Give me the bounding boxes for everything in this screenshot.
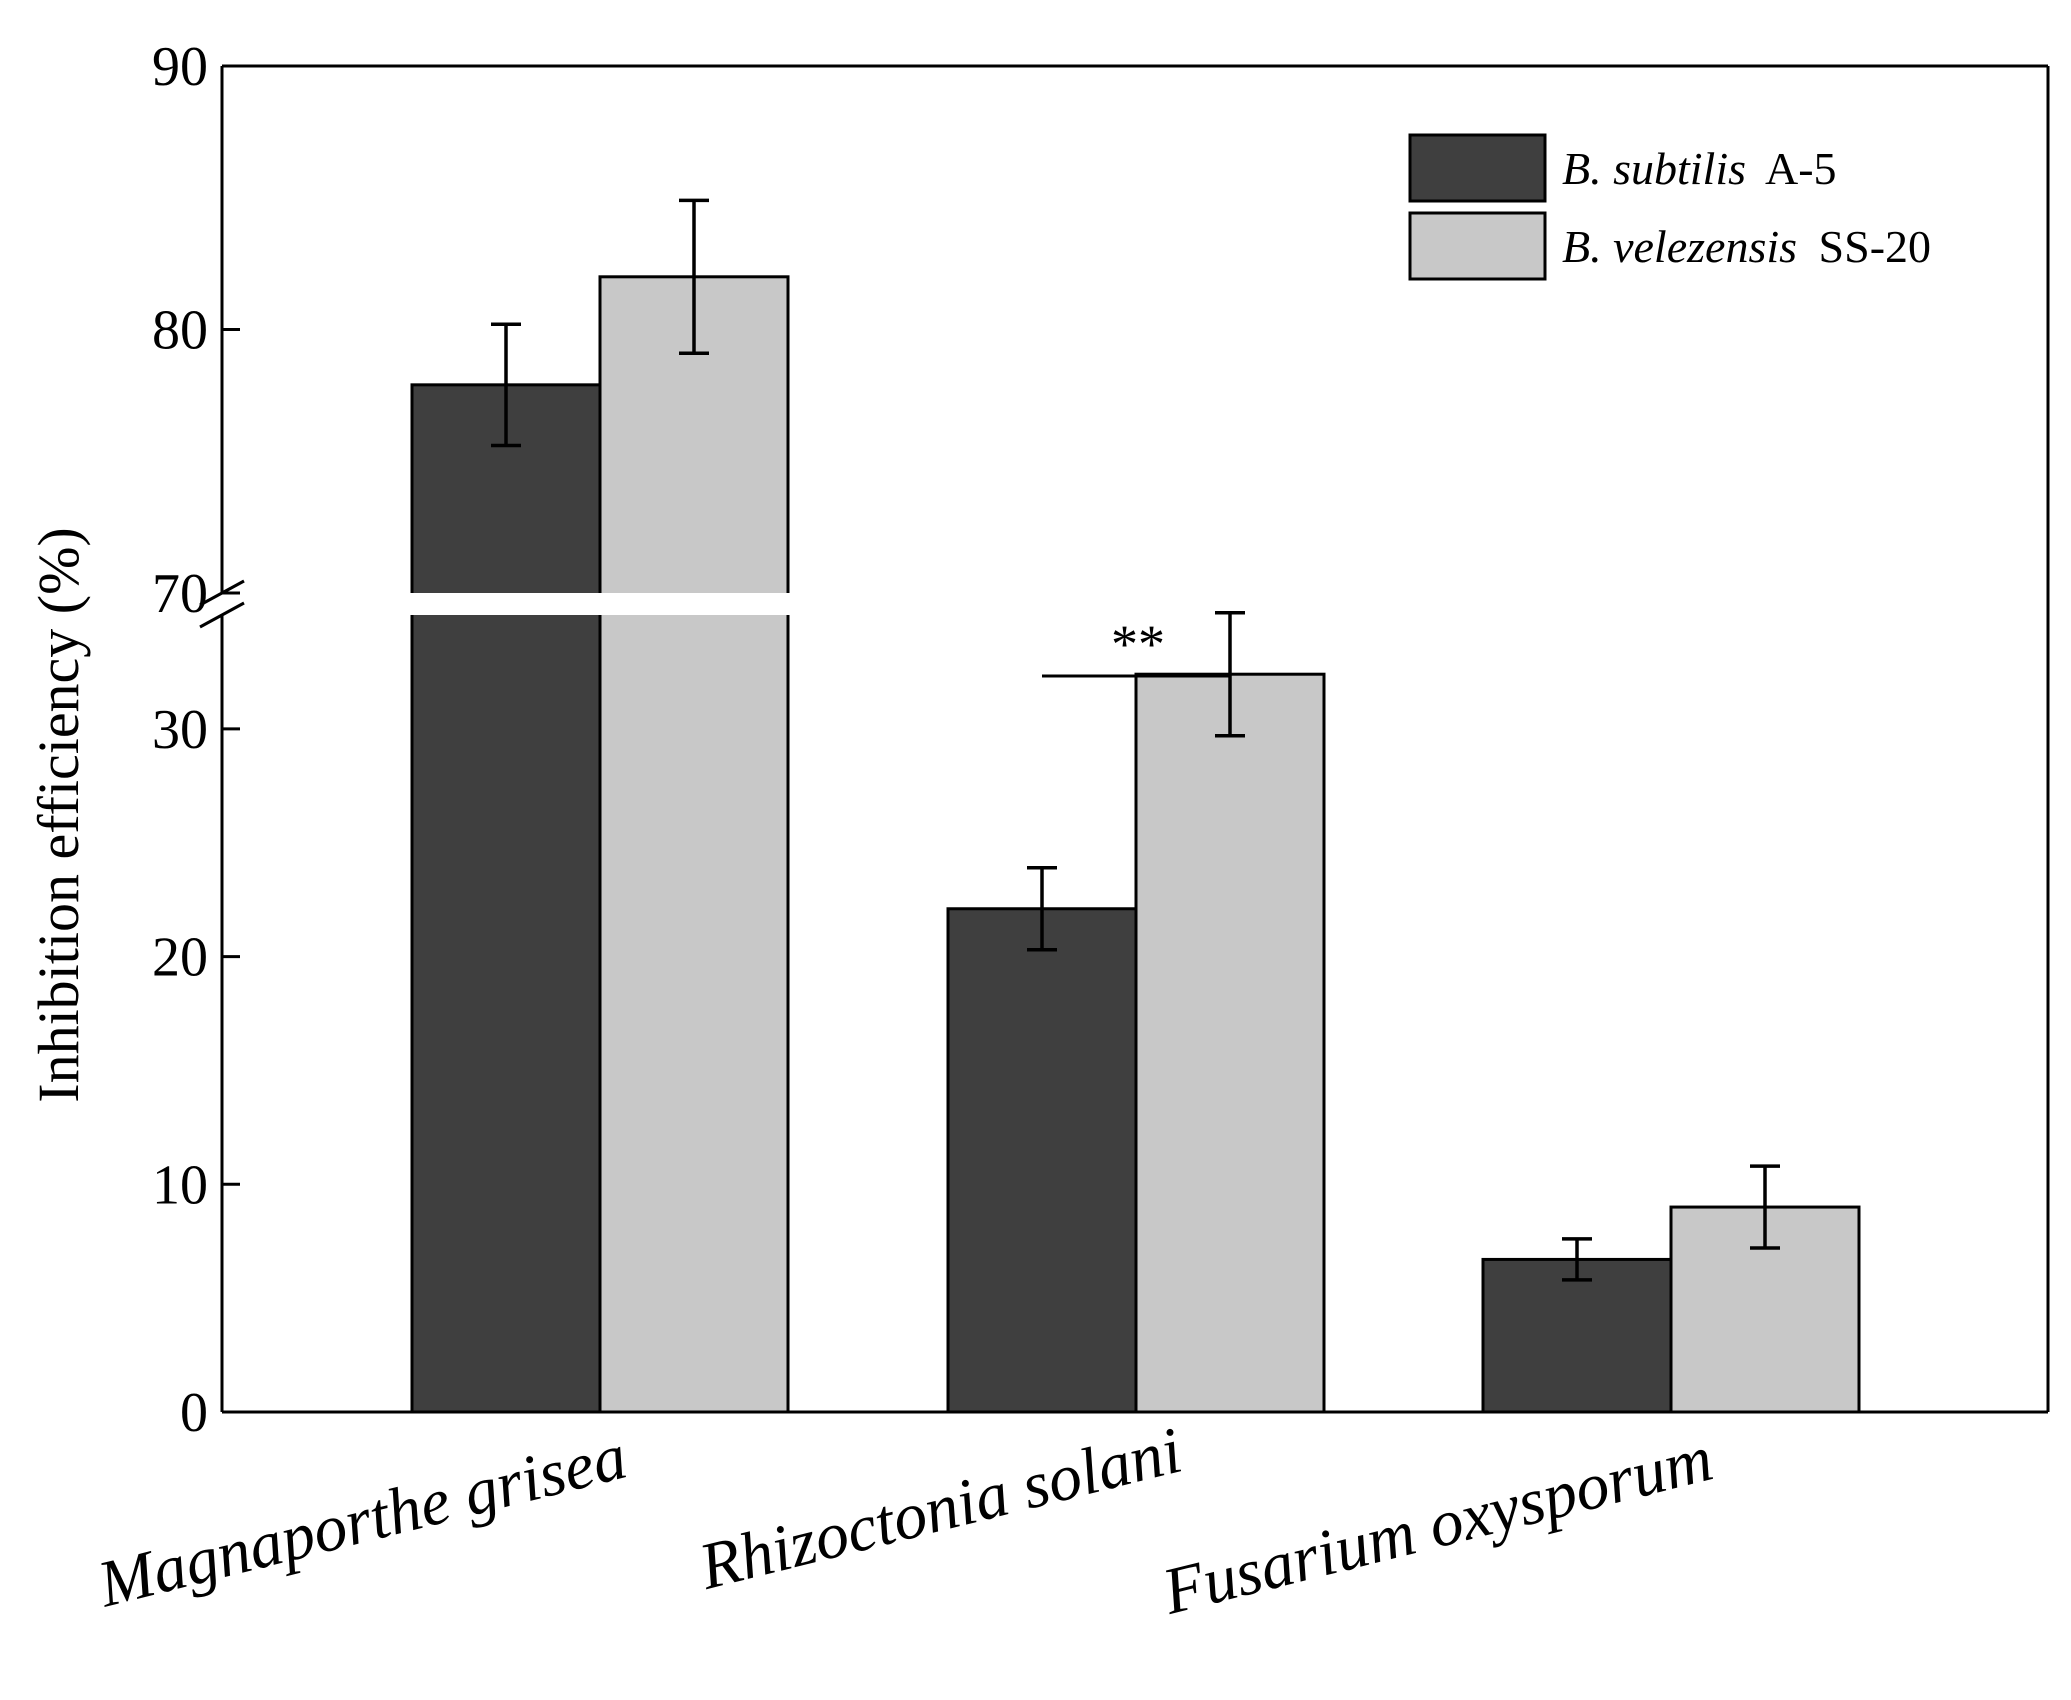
error-bar-b-velezensis-rhizoctonia-solani: [1215, 610, 1245, 738]
axes-layer: [199, 64, 2050, 1414]
error-bar-b-subtilis-rhizoctonia-solani: [1027, 866, 1057, 952]
error-bar-b-velezensis-fusarium-oxysporum: [1750, 1164, 1780, 1250]
bar-b-velezensis-rhizoctonia-solani: [1134, 672, 1326, 1414]
y-tick-label-10: 10: [152, 1154, 208, 1216]
significance-label-rhizoctonia-solani: **: [1111, 614, 1165, 674]
legend: B. subtilis A-5 B. velezensis SS-20: [1408, 133, 1931, 281]
legend-swatch-b-subtilis: [1408, 133, 1547, 203]
x-category-label-fusarium-oxysporum: Fusarium oxysporum: [1155, 1422, 1720, 1629]
legend-label-b-velezensis: B. velezensis SS-20: [1562, 221, 1931, 272]
x-category-label-magnaporthe-grisea: Magnaporthe grisea: [90, 1420, 633, 1622]
error-bar-b-velezensis-magnaporthe-grisea: [679, 198, 709, 355]
y-tick-label-20: 20: [152, 927, 208, 989]
bar-b-subtilis-rhizoctonia-solani: [946, 907, 1138, 1414]
error-bar-b-subtilis-magnaporthe-grisea: [491, 322, 521, 448]
legend-swatch-b-velezensis: [1408, 211, 1547, 281]
x-category-label-rhizoctonia-solani: Rhizoctonia solani: [691, 1414, 1188, 1604]
y-tick-label-90: 90: [152, 36, 208, 98]
bar-b-subtilis-magnaporthe-grisea: [410, 383, 602, 1414]
y-tick-label-70: 70: [152, 563, 208, 625]
y-axis-title: Inhibition efficiency (%): [26, 527, 91, 1103]
y-tick-label-80: 80: [152, 300, 208, 362]
error-bar-b-subtilis-fusarium-oxysporum: [1562, 1237, 1592, 1282]
bar-b-velezensis-magnaporthe-grisea: [598, 275, 790, 1414]
y-tick-label-0: 0: [180, 1382, 208, 1444]
legend-label-b-subtilis: B. subtilis A-5: [1562, 143, 1837, 194]
axis-break-band: [224, 593, 2046, 615]
error-bars-layer: [491, 198, 1780, 1282]
axis-break-gap: [224, 593, 2046, 615]
bar-b-subtilis-fusarium-oxysporum: [1481, 1257, 1673, 1414]
y-tick-label-30: 30: [152, 699, 208, 761]
bars-layer: [410, 275, 1861, 1414]
